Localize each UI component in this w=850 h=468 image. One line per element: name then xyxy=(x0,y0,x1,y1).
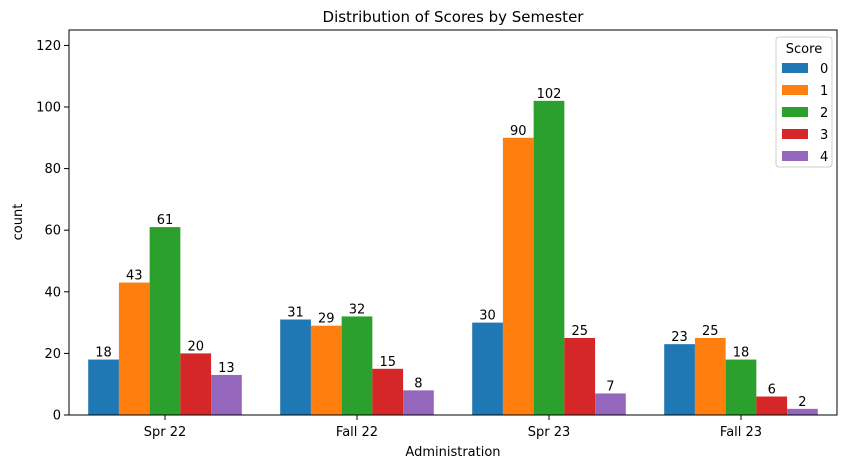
plot-frame xyxy=(68,29,838,416)
x-axis-label: Administration xyxy=(405,445,500,460)
bar-spr-22-score-1 xyxy=(118,282,150,415)
y-tick-label: 120 xyxy=(36,39,61,54)
y-tick-label: 20 xyxy=(44,347,61,362)
bar-value-label: 25 xyxy=(702,324,719,339)
legend-swatch-score-4 xyxy=(782,151,808,161)
bar-spr-22-score-0 xyxy=(88,359,119,415)
bar-spr-23-score-3 xyxy=(564,338,596,415)
y-axis: 0 20 40 60 80 100 120 xyxy=(36,39,69,424)
legend-label-score-4: 4 xyxy=(820,150,828,165)
bar-value-label: 18 xyxy=(95,346,112,361)
bar-fall-23-score-0 xyxy=(664,344,695,415)
bar-spr-23-score-0 xyxy=(472,322,503,415)
bar-value-label: 25 xyxy=(571,324,588,339)
bar-value-label: 13 xyxy=(218,361,235,376)
bar-value-label: 15 xyxy=(379,355,396,370)
legend-label-score-1: 1 xyxy=(820,84,828,99)
bar-spr-22-score-3 xyxy=(180,353,212,415)
bar-value-label: 20 xyxy=(187,339,204,354)
legend-swatch-score-0 xyxy=(782,63,808,73)
bar-spr-22-score-2 xyxy=(149,227,181,415)
legend-swatch-score-2 xyxy=(782,107,808,117)
legend-label-score-3: 3 xyxy=(820,128,828,143)
bar-value-label: 30 xyxy=(479,309,496,324)
bar-fall-22-score-3 xyxy=(372,368,404,415)
bars-layer xyxy=(88,100,818,416)
bar-fall-23-score-1 xyxy=(694,338,726,415)
bar-value-label: 6 xyxy=(768,383,776,398)
legend-title: Score xyxy=(786,42,822,57)
x-tick-label: Spr 23 xyxy=(528,425,571,440)
bar-labels-layer: 18 43 61 20 13 31 29 32 15 8 30 90 102 25 7 23 25 18 6 2 xyxy=(95,87,806,410)
y-tick-label: 60 xyxy=(44,224,61,239)
bar-value-label: 8 xyxy=(414,376,422,391)
bar-value-label: 43 xyxy=(126,269,143,284)
bar-spr-23-score-4 xyxy=(595,393,626,415)
legend-items: 0 1 2 3 4 xyxy=(782,62,828,165)
legend-label-score-2: 2 xyxy=(820,106,828,121)
y-axis-label: count xyxy=(11,204,26,241)
legend-swatch-score-3 xyxy=(782,129,808,139)
bar-fall-23-score-4 xyxy=(787,408,818,415)
bar-value-label: 18 xyxy=(733,346,750,361)
bar-value-label: 61 xyxy=(157,213,174,228)
bar-fall-23-score-2 xyxy=(725,359,757,415)
x-axis: Spr 22 Fall 22 Spr 23 Fall 23 xyxy=(144,415,762,440)
bar-value-label: 90 xyxy=(510,124,527,139)
y-tick-label: 0 xyxy=(53,409,61,424)
legend-label-score-0: 0 xyxy=(820,62,828,77)
bar-value-label: 7 xyxy=(606,379,614,394)
bar-fall-22-score-1 xyxy=(310,325,342,415)
bar-value-label: 29 xyxy=(318,312,335,327)
bar-spr-23-score-1 xyxy=(502,137,534,416)
y-tick-label: 40 xyxy=(44,285,61,300)
bar-fall-22-score-2 xyxy=(341,316,373,415)
bar-value-label: 2 xyxy=(798,395,806,410)
y-tick-label: 100 xyxy=(36,101,61,116)
bar-fall-22-score-0 xyxy=(280,319,311,415)
x-tick-label: Fall 23 xyxy=(720,425,762,440)
bar-spr-23-score-2 xyxy=(533,100,565,415)
bar-value-label: 102 xyxy=(537,87,562,102)
legend: Score 0 1 2 3 4 xyxy=(775,36,833,168)
y-tick-label: 80 xyxy=(44,162,61,177)
bar-value-label: 32 xyxy=(349,302,366,317)
x-tick-label: Fall 22 xyxy=(336,425,378,440)
x-tick-label: Spr 22 xyxy=(144,425,187,440)
bar-fall-22-score-4 xyxy=(403,390,434,415)
bar-fall-23-score-3 xyxy=(756,396,788,415)
chart-title: Distribution of Scores by Semester xyxy=(323,8,585,26)
legend-swatch-score-1 xyxy=(782,85,808,95)
bar-value-label: 23 xyxy=(671,330,688,345)
bar-value-label: 31 xyxy=(287,306,304,321)
bar-spr-22-score-4 xyxy=(211,374,242,415)
